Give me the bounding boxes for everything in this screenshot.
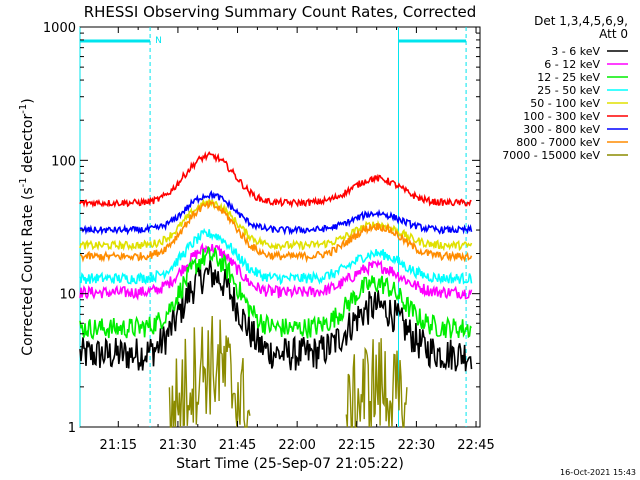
x-tick-label-4: 22:15: [338, 438, 375, 453]
y-tick-label-0: 1: [68, 421, 76, 436]
night-label: N: [155, 36, 162, 46]
x-tick-label-2: 21:45: [219, 438, 256, 453]
x-tick-label-6: 22:45: [457, 438, 494, 453]
legend-label-7: 800 - 7000 keV: [516, 136, 600, 149]
series-line-3: [79, 227, 473, 286]
series-line-4: [79, 197, 473, 252]
series-line-7: [79, 199, 473, 264]
y-axis-label: Corrected Count Rate (s-1 detector-1): [18, 98, 36, 355]
x-tick-label-3: 22:00: [278, 438, 315, 453]
x-tick-label-0: 21:15: [100, 438, 137, 453]
series-line-5: [79, 151, 472, 209]
y-tick-label-1: 10: [59, 288, 76, 303]
y-tick-label-3: 1000: [43, 21, 76, 36]
legend-label-6: 300 - 800 keV: [523, 123, 600, 136]
legend-label-3: 25 - 50 keV: [537, 84, 600, 97]
legend-label-8: 7000 - 15000 keV: [502, 149, 600, 162]
timestamp: 16-Oct-2021 15:43: [560, 468, 636, 477]
legend-header-line1: Det 1,3,4,5,6,9,: [534, 14, 628, 28]
legend-label-4: 50 - 100 keV: [530, 97, 600, 110]
x-axis-ticks: 21:15 21:30 21:45 22:00 22:15 22:30 22:45: [100, 27, 495, 453]
x-tick-label-1: 21:30: [159, 438, 196, 453]
legend-label-0: 3 - 6 keV: [551, 45, 600, 58]
y-tick-label-2: 100: [51, 154, 76, 169]
x-tick-label-5: 22:30: [398, 438, 435, 453]
legend-label-2: 12 - 25 keV: [537, 71, 600, 84]
series-line-6: [79, 189, 473, 236]
legend-label-5: 100 - 300 keV: [523, 110, 600, 123]
series-line-0: [79, 259, 473, 372]
chart-title: RHESSI Observing Summary Count Rates, Co…: [84, 3, 477, 21]
series-line-1: [79, 242, 473, 301]
series-lines: [79, 151, 473, 428]
x-axis-label: Start Time (25-Sep-07 21:05:22): [176, 456, 404, 472]
legend-header-line2: Att 0: [599, 27, 628, 41]
y-axis-ticks: 1 10 100 1000: [43, 21, 480, 436]
legend-label-1: 6 - 12 keV: [544, 58, 600, 71]
series-line-2: [79, 245, 472, 341]
